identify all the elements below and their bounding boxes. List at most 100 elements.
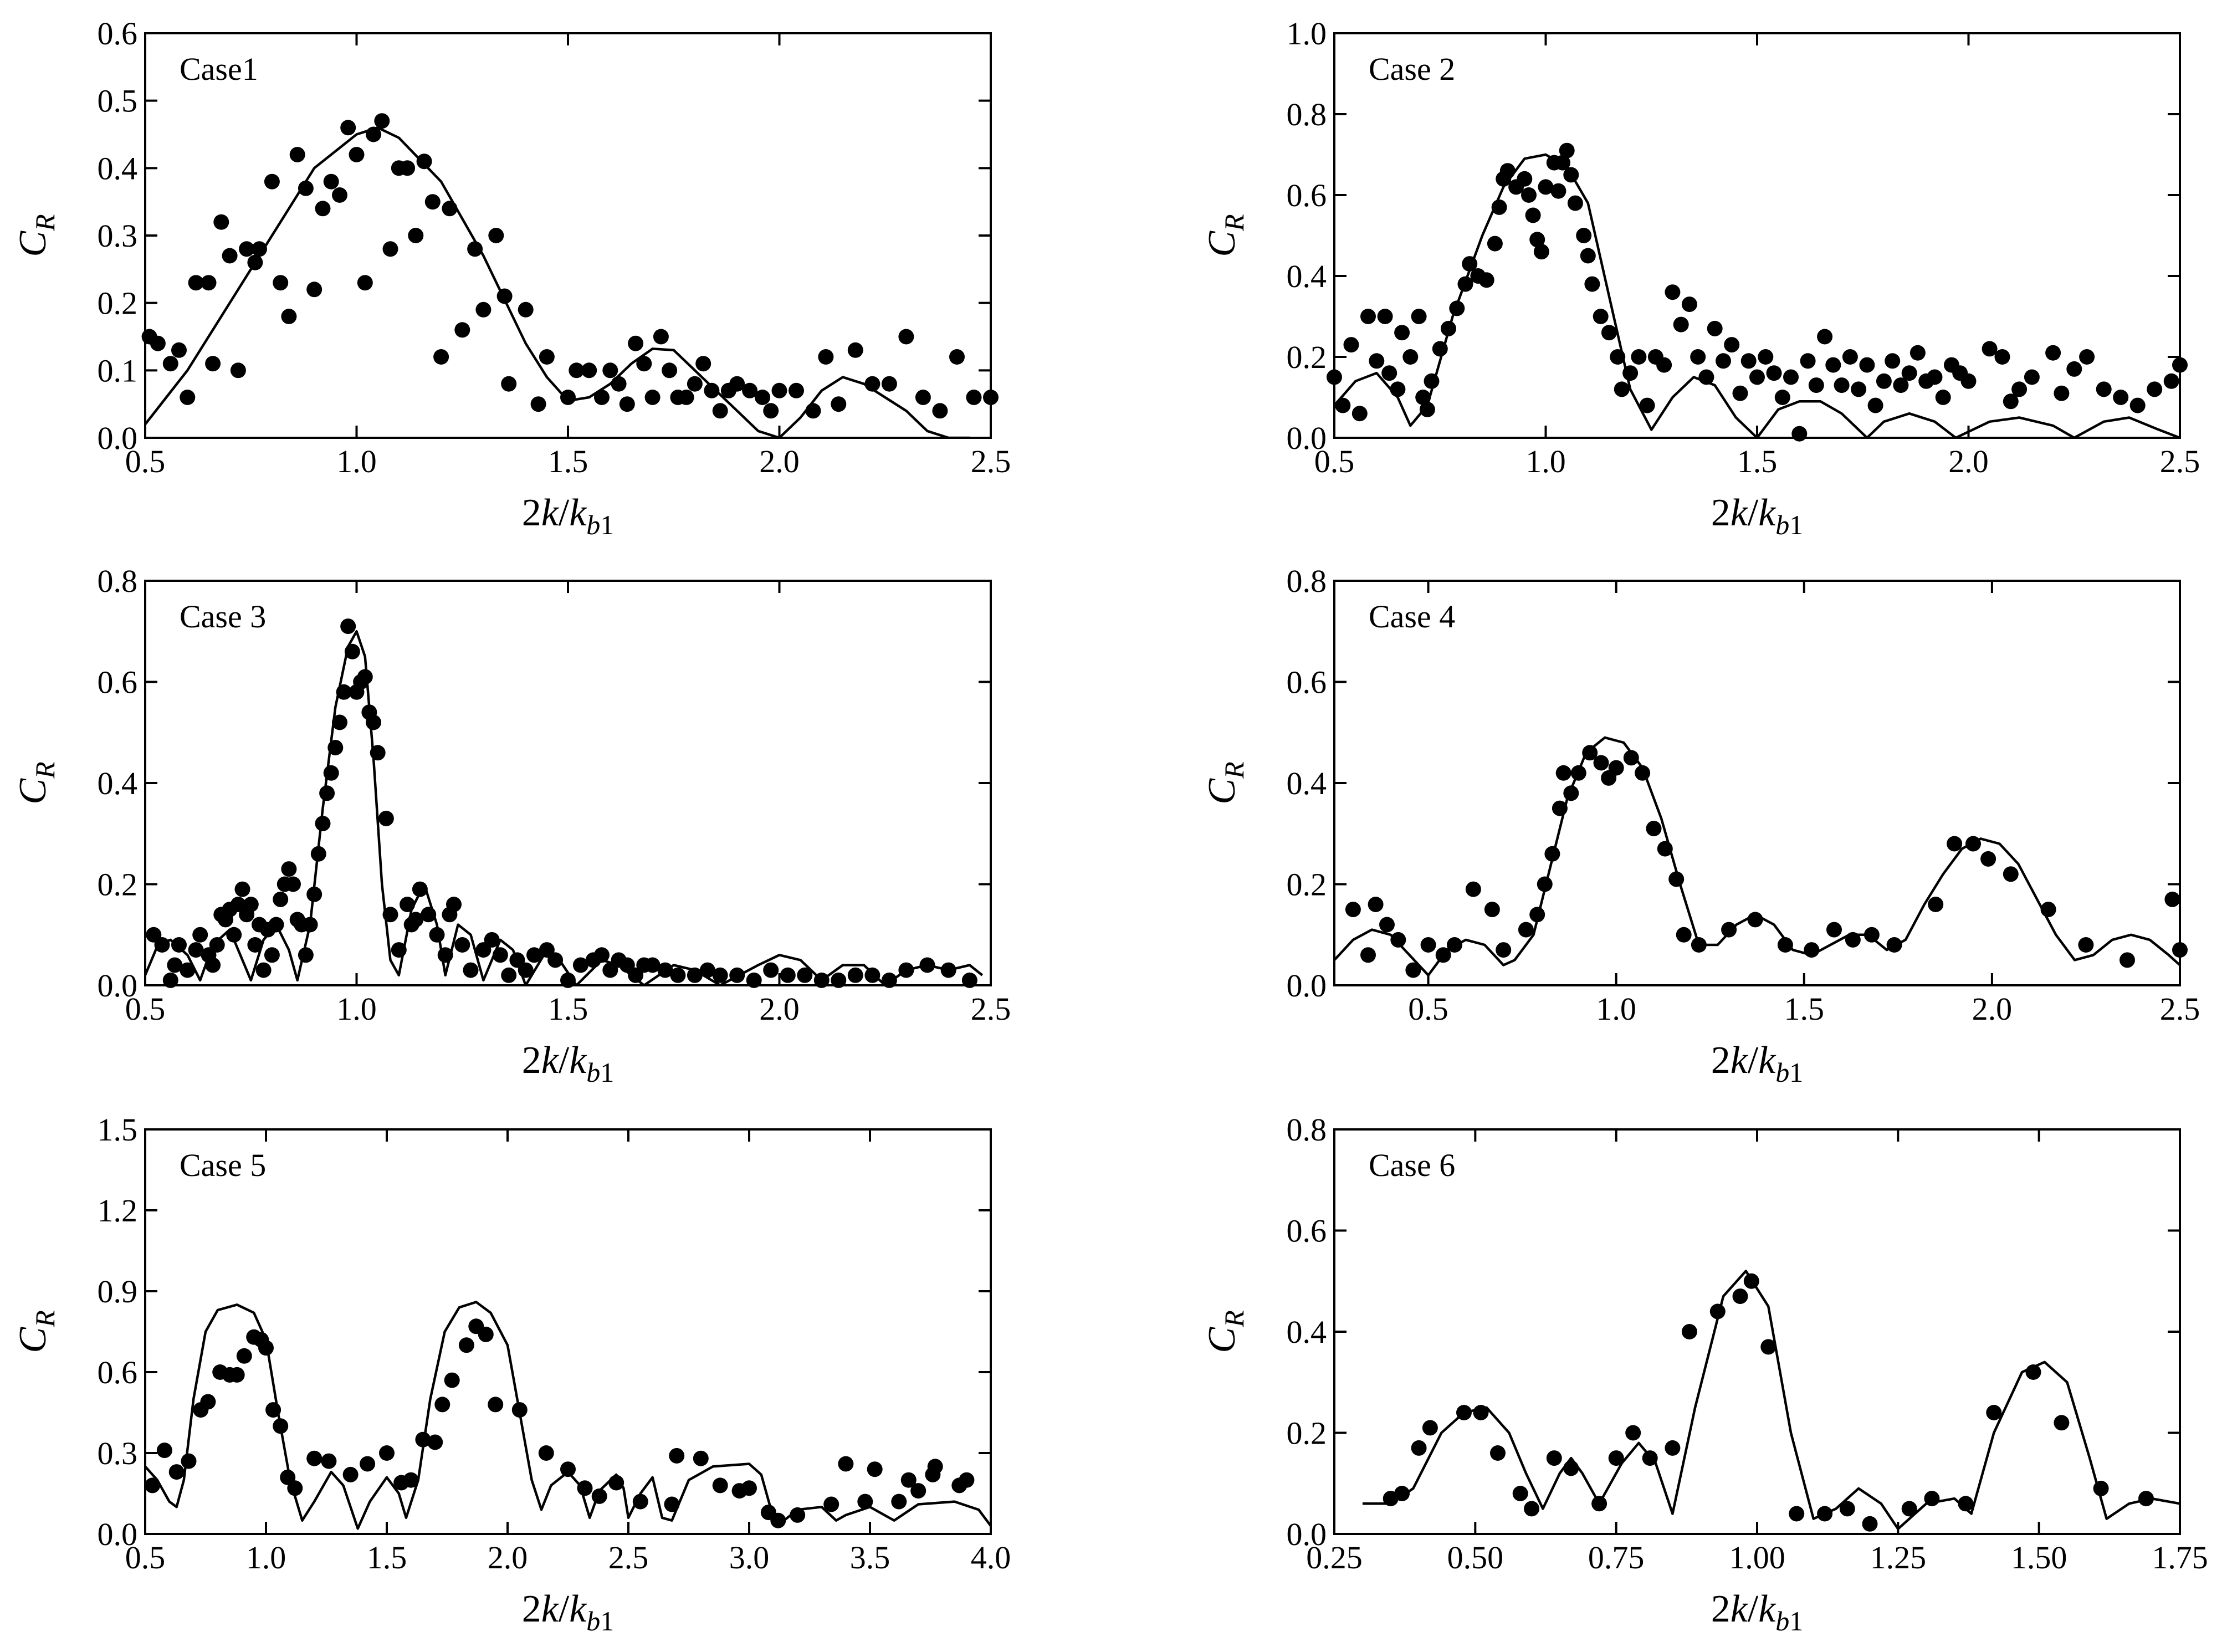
- experiment-point: [763, 962, 779, 978]
- experiment-point: [1980, 851, 1996, 867]
- experiment-point: [1420, 937, 1436, 953]
- theory-curve: [1362, 1270, 2180, 1531]
- experiment-point: [1842, 349, 1858, 365]
- experiment-point: [298, 180, 314, 196]
- experiment-point: [653, 329, 669, 345]
- experiment-point: [379, 1445, 395, 1461]
- experiment-point: [1681, 296, 1697, 313]
- y-tick-label: 0.4: [1287, 1314, 1327, 1350]
- x-axis-title: 2k/kb1: [1711, 492, 1804, 540]
- experiment-point: [664, 1496, 680, 1512]
- theory-curve: [145, 126, 970, 438]
- experiment-point: [669, 1448, 685, 1464]
- experiment-point: [1422, 1420, 1438, 1436]
- experiment-point: [1681, 1324, 1697, 1339]
- experiment-point: [1487, 236, 1503, 252]
- experiment-point: [168, 1464, 185, 1480]
- experiment-point: [1622, 365, 1639, 381]
- experiment-point: [2024, 369, 2040, 385]
- experiment-point: [306, 1450, 322, 1466]
- experiment-point: [847, 967, 863, 983]
- y-tick-label: 0.4: [1287, 765, 1327, 801]
- experiment-point: [1960, 373, 1977, 389]
- experiment-point: [628, 335, 644, 351]
- experiment-point: [927, 1459, 943, 1475]
- experiment-point: [1623, 750, 1639, 766]
- experiment-point: [281, 309, 297, 324]
- experiment-point: [1411, 309, 1427, 324]
- experiment-point: [591, 1488, 607, 1504]
- experiment-point: [741, 1480, 757, 1496]
- experiment-point: [1965, 836, 1981, 852]
- experiment-point: [310, 846, 326, 862]
- experiment-point: [1447, 937, 1462, 953]
- experiment-point: [167, 957, 183, 973]
- experiment-point: [1657, 841, 1673, 857]
- plot-frame: [144, 1128, 992, 1535]
- experiment-point: [323, 173, 339, 190]
- experiment-point: [1457, 276, 1473, 292]
- x-tick-label: 4.0: [971, 1540, 1011, 1576]
- experiment-point: [2163, 373, 2179, 389]
- x-tick-label: 1.75: [2152, 1540, 2208, 1576]
- x-axis-title: 2k/kb1: [522, 1039, 615, 1088]
- experiment-point: [2040, 902, 2056, 918]
- x-tick-label: 1.0: [246, 1540, 286, 1576]
- experiment-point: [712, 967, 728, 983]
- experiment-point: [712, 1477, 728, 1494]
- experiment-point: [644, 957, 661, 973]
- experiment-point: [1839, 1501, 1855, 1517]
- experiment-point: [433, 349, 449, 365]
- experiment-point: [1411, 1440, 1427, 1456]
- case-label: Case 4: [1369, 599, 1455, 635]
- y-axis-title: CR: [1201, 214, 1250, 257]
- experiment-point: [847, 342, 863, 358]
- y-tick-label: 0.6: [1287, 1213, 1327, 1249]
- experiment-point: [323, 765, 339, 781]
- experiment-point: [560, 1461, 576, 1477]
- case-label: Case 3: [180, 599, 266, 635]
- experiment-point: [763, 403, 779, 419]
- experiment-point: [857, 1494, 873, 1510]
- experiment-point: [1555, 765, 1571, 781]
- experiment-point: [1402, 349, 1419, 365]
- y-axis-title: CR: [12, 1310, 60, 1353]
- experiment-point: [1567, 195, 1583, 211]
- experiment-point: [1368, 897, 1384, 912]
- experiment-point: [2054, 385, 2070, 401]
- experiment-point: [226, 927, 242, 943]
- x-tick-label: 2.0: [1972, 991, 2013, 1027]
- experiment-point: [306, 282, 322, 298]
- experiment-point: [1394, 325, 1410, 341]
- experiment-point: [1863, 927, 1880, 943]
- experiment-point: [1538, 179, 1554, 195]
- experiment-point: [518, 962, 534, 978]
- experiment-point: [201, 275, 217, 291]
- y-tick-label: 0.3: [98, 1435, 138, 1471]
- experiment-point: [1473, 1405, 1489, 1420]
- experiment-point: [1656, 357, 1672, 373]
- experiment-point: [1867, 397, 1883, 413]
- experiment-point: [511, 1402, 528, 1418]
- experiment-point: [1808, 377, 1824, 393]
- experiment-point: [2078, 937, 2094, 953]
- experiment-point: [1369, 353, 1385, 369]
- y-tick-label: 0.8: [1287, 96, 1327, 132]
- y-tick-label: 0.0: [1287, 420, 1327, 456]
- experiment-point: [539, 349, 555, 365]
- experiment-point: [150, 335, 166, 351]
- experiment-point: [1859, 357, 1875, 373]
- x-tick-label: 2.5: [2160, 443, 2200, 479]
- experiment-point: [332, 714, 347, 730]
- experiment-point: [2129, 397, 2146, 413]
- y-tick-label: 0.5: [98, 83, 138, 119]
- experiment-point: [805, 403, 821, 419]
- y-tick-label: 0.2: [1287, 867, 1327, 903]
- x-tick-label: 0.50: [1447, 1540, 1504, 1576]
- experiment-point: [205, 957, 221, 973]
- experiment-point: [1360, 309, 1376, 324]
- experiment-point: [678, 390, 694, 405]
- experiment-point: [746, 972, 762, 988]
- panel-case-6: 0.25 0.50 0.75 1.00 1.25 1.50 1.75 0.0 0.2 0.4 0.6…: [1201, 1112, 2208, 1636]
- experiment-point: [408, 912, 424, 928]
